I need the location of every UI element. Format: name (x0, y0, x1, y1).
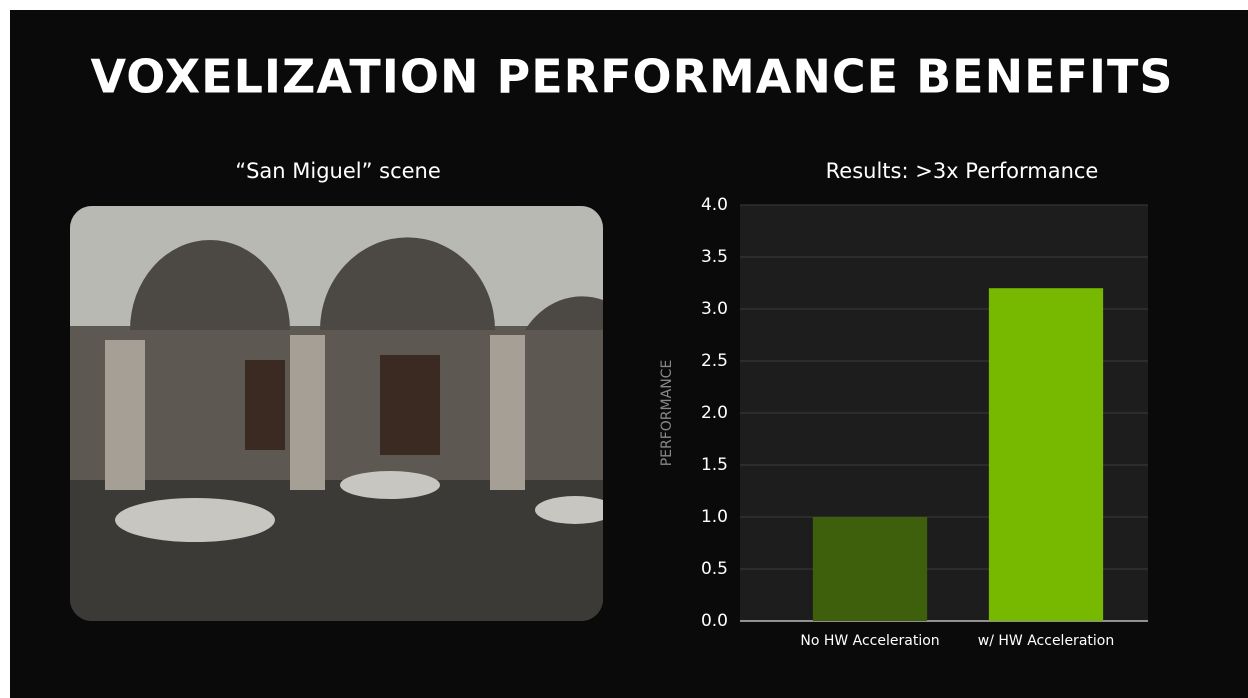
slide-title: VOXELIZATION PERFORMANCE BENEFITS (90, 50, 1173, 104)
y-tick-label: 2.5 (701, 351, 728, 371)
y-tick-label: 2.0 (701, 403, 728, 423)
x-tick-label: w/ HW Acceleration (978, 633, 1114, 649)
y-tick-label: 1.5 (701, 455, 728, 475)
chart-title: Results: >3x Performance (826, 159, 1099, 183)
y-tick-label: 0.0 (701, 611, 728, 631)
bar (988, 288, 1104, 621)
x-tick-label: No HW Acceleration (800, 633, 939, 649)
y-tick-label: 1.0 (701, 507, 728, 527)
bar (812, 517, 928, 621)
y-tick-label: 3.0 (701, 299, 728, 319)
image-caption: “San Miguel” scene (235, 159, 441, 183)
scene-image (70, 206, 603, 621)
y-tick-label: 4.0 (701, 195, 728, 215)
y-tick-label: 0.5 (701, 559, 728, 579)
y-axis-label: PERFORMANCE (659, 360, 675, 467)
y-tick-label: 3.5 (701, 247, 728, 267)
